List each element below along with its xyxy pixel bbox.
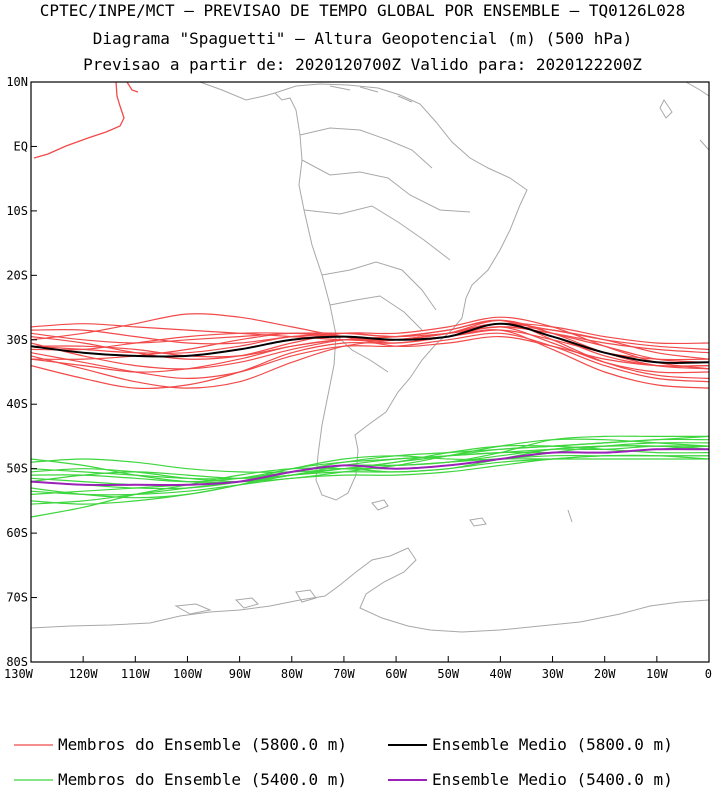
lat-tick-label-0: 10N	[6, 75, 28, 89]
coastline-south-georgia	[469, 509, 573, 527]
coastline-caribbean	[329, 85, 673, 119]
coastline-borders	[299, 127, 471, 373]
coastline-africa	[685, 82, 709, 151]
series-line-m5800-11	[31, 326, 709, 360]
chart-title-line-2: Diagrama "Spaguetti" – Altura Geopotenci…	[92, 29, 633, 48]
coastline-antarctica	[31, 547, 709, 633]
northwest-red-contour-2	[126, 82, 139, 93]
lon-tick-label-2: 110W	[121, 667, 151, 681]
legend-label-mean-5400: Ensemble Medio (5400.0 m)	[432, 770, 673, 789]
lon-tick-label-5: 80W	[281, 667, 303, 681]
coastline-south-america	[274, 83, 528, 501]
series-line-m5400-22	[31, 444, 709, 483]
series-line-m5400-17	[31, 454, 709, 505]
lon-tick-label-8: 50W	[437, 667, 459, 681]
legend-lines	[14, 744, 427, 781]
lon-tick-label-13: 0	[705, 667, 712, 681]
lat-tick-label-6: 50S	[6, 462, 28, 476]
lat-tick-label-9: 80S	[6, 655, 28, 669]
lat-tick-label-2: 10S	[6, 204, 28, 218]
legend-label-members-5400: Membros do Ensemble (5400.0 m)	[58, 770, 347, 789]
lat-tick-label-7: 60S	[6, 526, 28, 540]
series-line-m5400-21	[31, 454, 709, 518]
lat-tick-label-3: 20S	[6, 268, 28, 282]
lon-tick-label-11: 20W	[594, 667, 616, 681]
legend-label-mean-5800: Ensemble Medio (5800.0 m)	[432, 735, 673, 754]
series-line-mean5400-29	[31, 448, 709, 487]
lat-tick-label-4: 30S	[6, 333, 28, 347]
series-line-m5400-27	[31, 458, 709, 505]
series-line-m5400-28	[31, 438, 709, 483]
lat-tick-label-5: 40S	[6, 397, 28, 411]
series-line-mean5800-14	[31, 322, 709, 365]
chart-title-line-3: Previsao a partir de: 2020120700Z Valido…	[83, 55, 642, 74]
coastline-antarctic-islands	[174, 589, 317, 615]
lon-tick-label-9: 40W	[490, 667, 512, 681]
plot-frame	[30, 81, 710, 663]
lon-tick-label-1: 120W	[69, 667, 99, 681]
legend-label-members-5800: Membros do Ensemble (5800.0 m)	[58, 735, 347, 754]
coastline-central-america	[199, 82, 276, 101]
lon-tick-label-7: 60W	[385, 667, 407, 681]
series-line-m5400-23	[31, 445, 709, 495]
coastline-falklands	[371, 499, 389, 511]
lon-tick-label-10: 30W	[542, 667, 564, 681]
isohypse-layer	[31, 313, 709, 518]
extra-isoline-layer	[33, 82, 139, 159]
lat-tick-label-8: 70S	[6, 591, 28, 605]
series-line-m5800-4	[31, 332, 709, 383]
lon-tick-label-4: 90W	[229, 667, 251, 681]
series-line-m5800-8	[31, 316, 709, 370]
coastline-layer	[31, 82, 709, 633]
lon-tick-label-12: 10W	[646, 667, 668, 681]
chart-title-line-1: CPTEC/INPE/MCT – PREVISAO DE TEMPO GLOBA…	[39, 1, 686, 20]
northwest-red-contour	[33, 82, 125, 159]
lon-tick-label-3: 100W	[173, 667, 203, 681]
lat-tick-label-1: EQ	[14, 139, 28, 153]
lon-tick-label-6: 70W	[333, 667, 355, 681]
lon-tick-label-0: 130W	[4, 667, 34, 681]
